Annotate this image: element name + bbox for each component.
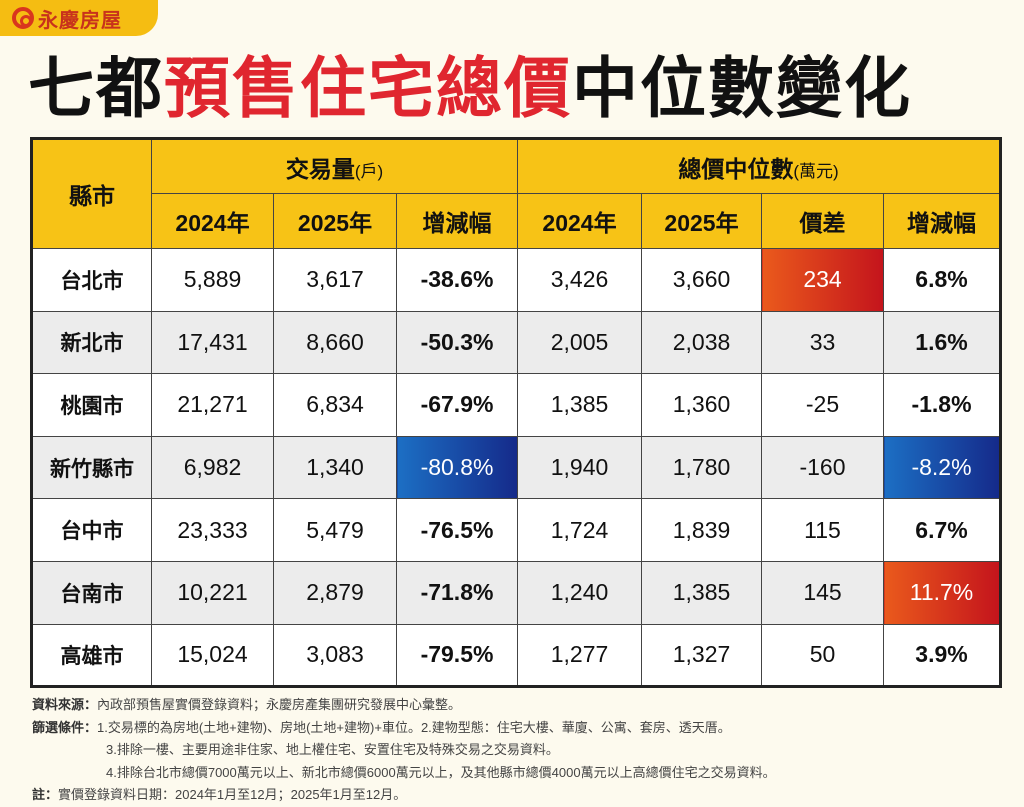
cell-v2024: 17,431	[151, 310, 274, 375]
cell-p2024: 2,005	[517, 310, 642, 375]
subheader-3: 2024年	[517, 193, 642, 249]
cell-pchg: 6.8%	[883, 248, 1001, 312]
price-header-unit: (萬元)	[793, 161, 839, 181]
cell-p2024: 1,385	[517, 373, 642, 437]
filter-text: 3.排除一樓、主要用途非住家、地上權住宅、安置住宅及特殊交易之交易資料。	[106, 742, 559, 757]
subheader-2: 增減幅	[396, 193, 518, 249]
logo-icon	[12, 7, 34, 29]
filter-text: 4.排除台北市總價7000萬元以上、新北市總價6000萬元以上，及其他縣市總價4…	[106, 764, 776, 780]
filter-text: 1.交易標的為房地(土地+建物)、房地(土地+建物)+車位。2.建物型態：住宅大…	[97, 719, 731, 735]
cell-p2024: 1,240	[517, 560, 642, 625]
cell-v2024: 15,024	[151, 623, 274, 688]
cell-p2025: 1,327	[641, 623, 762, 688]
cell-p2025: 3,660	[641, 248, 762, 312]
cell-pchg: -1.8%	[883, 373, 1001, 437]
cell-county: 新竹縣市	[31, 435, 152, 500]
title-part3: 中位數變化	[572, 51, 912, 125]
cell-county: 桃園市	[31, 373, 152, 437]
cell-county: 台北市	[31, 248, 152, 312]
title-part1: 七都	[28, 51, 164, 125]
cell-v2025: 5,479	[273, 498, 397, 562]
volume-header-unit: (戶)	[354, 161, 384, 181]
cell-pchg: -8.2%	[883, 435, 1001, 500]
table-row: 新竹縣市 6,982 1,340 -80.8% 1,940 1,780 -160 -8.2%	[31, 435, 1001, 500]
cell-vchg: -71.8%	[396, 560, 518, 625]
cell-county: 台南市	[31, 560, 152, 625]
cell-diff: 234	[761, 248, 884, 312]
table-row: 台中市 23,333 5,479 -76.5% 1,724 1,839 115 6.7%	[31, 498, 1001, 562]
county-header: 縣市	[31, 138, 152, 249]
cell-diff: -160	[761, 435, 884, 500]
table-row: 新北市 17,431 8,660 -50.3% 2,005 2,038 33 1.6%	[31, 310, 1001, 375]
cell-v2024: 21,271	[151, 373, 274, 437]
cell-vchg: -76.5%	[396, 498, 518, 562]
cell-v2025: 3,617	[273, 248, 397, 312]
cell-county: 台中市	[31, 498, 152, 562]
title-highlight: 預售住宅總價	[164, 51, 572, 125]
table-row: 高雄市 15,024 3,083 -79.5% 1,277 1,327 50 3.9%	[31, 623, 1001, 688]
cell-diff: 115	[761, 498, 884, 562]
cell-pchg: 6.7%	[883, 498, 1001, 562]
cell-p2025: 1,385	[641, 560, 762, 625]
cell-p2025: 2,038	[641, 310, 762, 375]
cell-v2025: 8,660	[273, 310, 397, 375]
cell-vchg: -79.5%	[396, 623, 518, 688]
subheader-4: 2025年	[641, 193, 762, 249]
data-table: 縣市 交易量(戶) 總價中位數(萬元) 2024年 2025年 增減幅 2024年 20…	[30, 137, 1002, 689]
cell-v2025: 1,340	[273, 435, 397, 500]
filter-label: 篩選條件：	[32, 719, 98, 735]
cell-pchg: 11.7%	[883, 560, 1001, 625]
volume-header-label: 交易量	[285, 155, 355, 182]
cell-diff: -25	[761, 373, 884, 437]
footnotes: 資料來源： 內政部預售屋實價登錄資料；永慶房產集團研究發展中心彙整。 篩選條件： 1…	[32, 694, 776, 807]
cell-v2024: 5,889	[151, 248, 274, 312]
cell-diff: 50	[761, 623, 884, 688]
cell-county: 高雄市	[31, 623, 152, 688]
subheader-6: 增減幅	[883, 193, 1001, 249]
table-row: 桃園市 21,271 6,834 -67.9% 1,385 1,360 -25 -1.8%	[31, 373, 1001, 437]
source-text: 內政部預售屋實價登錄資料；永慶房產集團研究發展中心彙整。	[97, 697, 462, 712]
subheader-1: 2025年	[273, 193, 397, 249]
note-label: 註：	[32, 787, 59, 802]
cell-p2024: 1,724	[517, 498, 642, 562]
cell-vchg: -38.6%	[396, 248, 518, 312]
cell-county: 新北市	[31, 310, 152, 375]
subheader-5: 價差	[761, 193, 884, 249]
brand-logo: 永慶房屋	[0, 0, 158, 36]
price-group-header: 總價中位數(萬元)	[517, 138, 1001, 194]
cell-p2024: 1,277	[517, 623, 642, 688]
cell-vchg: -50.3%	[396, 310, 518, 375]
cell-p2025: 1,360	[641, 373, 762, 437]
subheader-0: 2024年	[151, 193, 274, 249]
source-label: 資料來源：	[32, 697, 98, 712]
cell-v2024: 6,982	[151, 435, 274, 500]
cell-v2025: 3,083	[273, 623, 397, 688]
cell-p2025: 1,780	[641, 435, 762, 500]
cell-diff: 145	[761, 560, 884, 625]
cell-diff: 33	[761, 310, 884, 375]
note-text: 實價登錄資料日期：2024年1月至12月；2025年1月至12月。	[58, 787, 407, 802]
cell-p2025: 1,839	[641, 498, 762, 562]
page-title: 七都預售住宅總價中位數變化	[28, 48, 912, 128]
cell-p2024: 1,940	[517, 435, 642, 500]
cell-v2025: 2,879	[273, 560, 397, 625]
cell-v2024: 10,221	[151, 560, 274, 625]
volume-group-header: 交易量(戶)	[151, 138, 518, 194]
cell-vchg: -67.9%	[396, 373, 518, 437]
cell-vchg: -80.8%	[396, 435, 518, 500]
cell-v2025: 6,834	[273, 373, 397, 437]
cell-v2024: 23,333	[151, 498, 274, 562]
price-header-label: 總價中位數	[678, 155, 794, 182]
logo-text: 永慶房屋	[38, 9, 122, 32]
cell-pchg: 3.9%	[883, 623, 1001, 688]
cell-pchg: 1.6%	[883, 310, 1001, 375]
table-row: 台南市 10,221 2,879 -71.8% 1,240 1,385 145 11.7%	[31, 560, 1001, 625]
table-row: 台北市 5,889 3,617 -38.6% 3,426 3,660 234 6.8%	[31, 248, 1001, 312]
cell-p2024: 3,426	[517, 248, 642, 312]
